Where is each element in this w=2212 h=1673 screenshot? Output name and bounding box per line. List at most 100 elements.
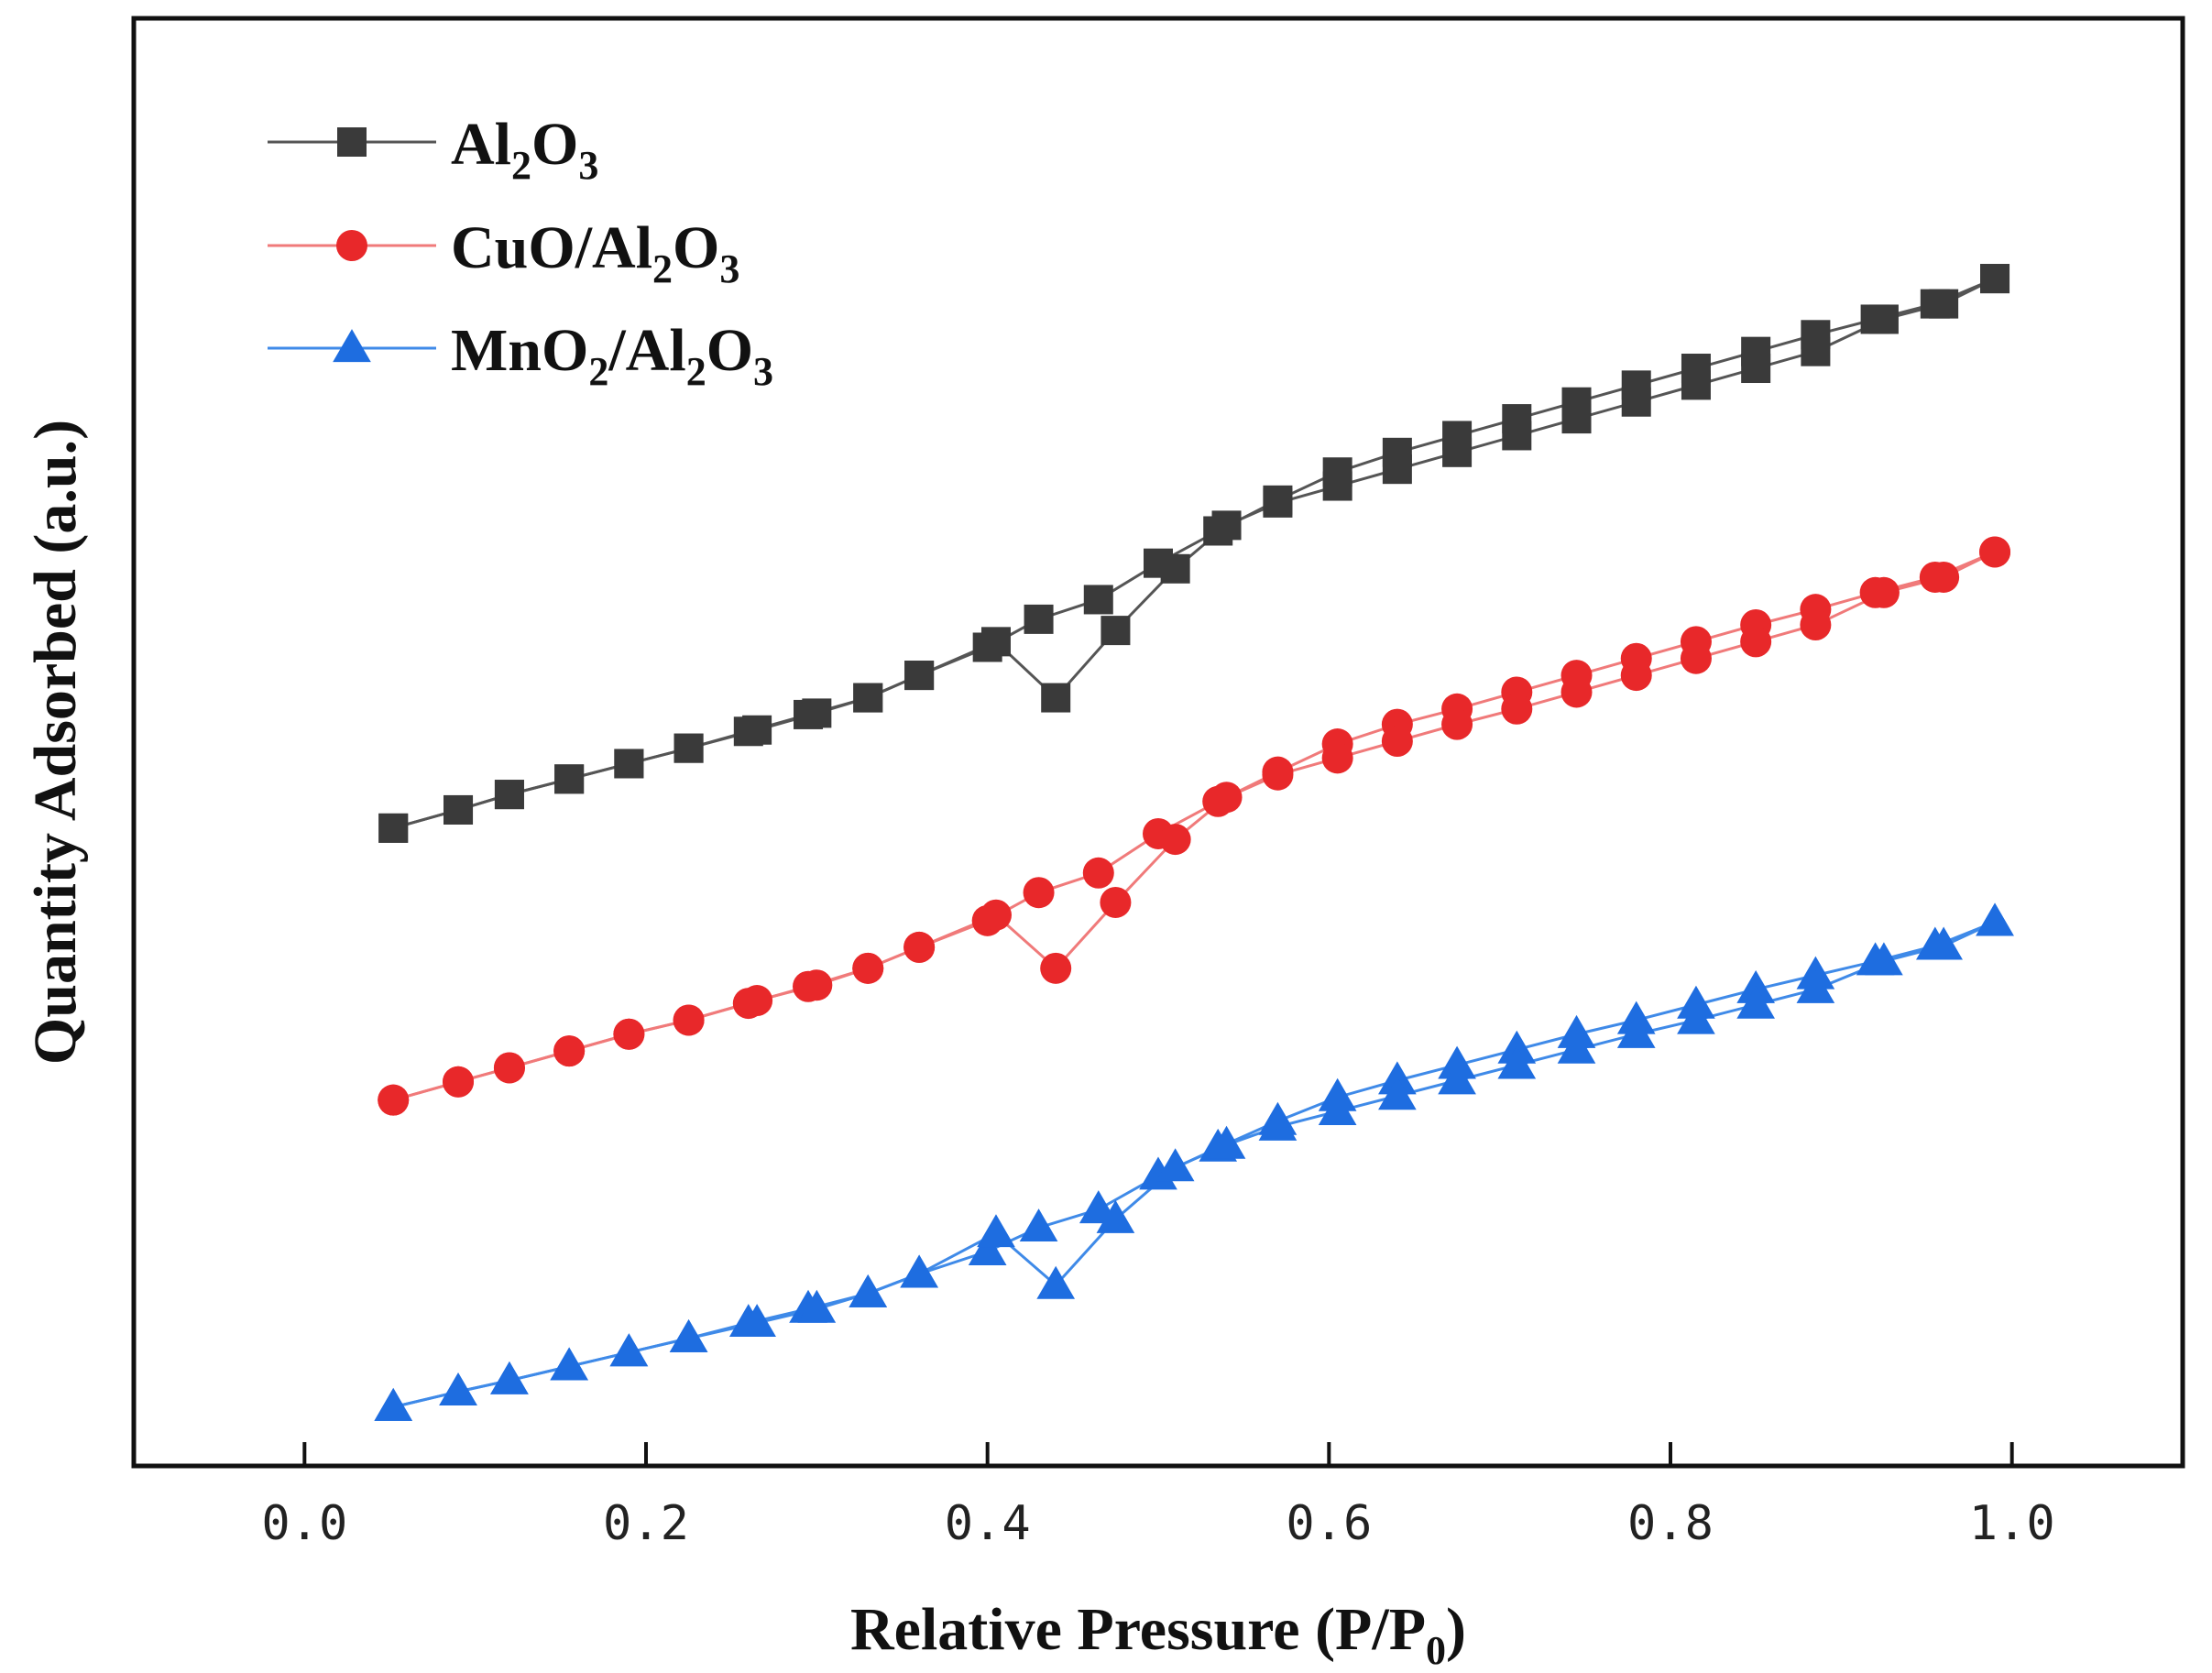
data-point-adsorption <box>1139 1156 1177 1190</box>
data-point-desorption <box>1210 782 1243 814</box>
legend-label: CuO/Al2O3 <box>451 214 739 291</box>
data-point-desorption <box>1159 824 1191 856</box>
data-point-desorption <box>852 952 884 984</box>
plot-frame <box>131 16 2185 1469</box>
data-point-desorption <box>1262 759 1294 791</box>
legend: Al2O3 CuO/Al2O3 MnO2/Al2O3 <box>268 111 773 394</box>
data-point-desorption <box>1979 536 2011 568</box>
data-point-desorption <box>614 749 644 779</box>
data-point-desorption <box>980 899 1012 931</box>
data-point-desorption <box>1928 561 1960 593</box>
data-point-desorption <box>378 813 409 843</box>
data-point-desorption <box>1620 660 1652 692</box>
x-tick-label: 0.6 <box>1286 1496 1372 1551</box>
data-point-desorption <box>1207 1125 1246 1159</box>
series-layer <box>374 264 2014 1421</box>
series-line-desorption <box>392 920 1996 1409</box>
data-point-desorption <box>1800 609 1832 640</box>
data-point-desorption <box>742 715 772 745</box>
data-point-adsorption <box>1019 1208 1058 1242</box>
x-axis-ticks: 0.0 0.2 0.4 0.6 0.8 1.0 <box>261 1442 2055 1551</box>
data-point-desorption <box>1442 437 1473 467</box>
x-tick-label: 0.8 <box>1627 1496 1714 1551</box>
data-point-desorption <box>553 1035 586 1067</box>
data-point-desorption <box>494 780 524 810</box>
data-point-desorption <box>980 627 1011 657</box>
data-point-desorption <box>1924 926 1963 960</box>
legend-marker <box>333 329 371 363</box>
data-point-desorption <box>1155 1148 1195 1182</box>
data-point-desorption <box>374 1387 413 1421</box>
legend-label: Al2O3 <box>451 111 598 188</box>
data-point-adsorption <box>1083 585 1113 615</box>
data-point-desorption <box>1211 510 1242 541</box>
data-point-desorption <box>1560 676 1593 708</box>
data-point-adsorption <box>1023 877 1055 909</box>
data-point-desorption <box>904 661 935 691</box>
data-point-desorption <box>1929 289 1959 319</box>
legend-marker <box>337 127 367 157</box>
data-point-desorption <box>669 1318 708 1352</box>
data-point-desorption <box>1868 304 1899 334</box>
x-tick-label: 0.4 <box>945 1496 1031 1551</box>
data-point-desorption <box>673 733 704 763</box>
data-point-desorption <box>1865 942 1903 976</box>
data-point-desorption <box>1263 487 1293 518</box>
data-point-adsorption <box>1024 604 1054 634</box>
data-point-desorption <box>1502 421 1532 451</box>
legend-marker <box>336 230 367 261</box>
data-point-desorption <box>1867 576 1900 608</box>
data-point-desorption <box>1036 1265 1076 1299</box>
data-point-adsorption <box>968 1232 1007 1266</box>
data-point-desorption <box>1381 725 1413 757</box>
data-point-desorption <box>1801 336 1831 366</box>
data-point-desorption <box>1040 952 1072 984</box>
data-point-desorption <box>977 1214 1015 1248</box>
series-line-desorption <box>392 551 1996 1102</box>
data-point-desorption <box>439 1372 477 1406</box>
data-point-desorption <box>443 1066 475 1098</box>
data-point-desorption <box>1616 1014 1656 1048</box>
data-point-desorption <box>1382 454 1412 485</box>
data-point-desorption <box>673 1004 705 1036</box>
data-point-desorption <box>609 1333 649 1367</box>
data-point-desorption <box>1621 387 1651 417</box>
data-point-desorption <box>802 698 832 728</box>
data-point-desorption <box>1497 1045 1537 1079</box>
data-point-desorption <box>741 985 773 1017</box>
data-point-desorption <box>1980 264 2010 294</box>
data-point-desorption <box>490 1361 529 1394</box>
data-point-desorption <box>1736 985 1775 1019</box>
data-point-desorption <box>853 683 883 713</box>
data-point-desorption <box>801 969 833 1001</box>
data-point-desorption <box>378 1084 410 1116</box>
data-point-desorption <box>1322 471 1352 501</box>
data-point-desorption <box>613 1018 645 1050</box>
data-point-desorption <box>849 1274 888 1307</box>
data-point-desorption <box>900 1254 938 1288</box>
series-0 <box>378 264 2010 843</box>
data-point-desorption <box>554 764 585 794</box>
data-point-desorption <box>1041 683 1071 713</box>
data-point-desorption <box>1100 886 1132 918</box>
data-point-desorption <box>493 1052 525 1084</box>
data-point-desorption <box>1741 354 1771 384</box>
y-axis-title: Quantity Adsorbed (a.u.) <box>22 420 89 1065</box>
data-point-desorption <box>1680 642 1712 674</box>
x-tick-label: 1.0 <box>1969 1496 2055 1551</box>
data-point-desorption <box>1681 370 1711 400</box>
data-point-desorption <box>1740 626 1772 658</box>
data-point-desorption <box>1321 742 1353 774</box>
data-point-desorption <box>550 1347 588 1381</box>
x-tick-label: 0.0 <box>261 1496 347 1551</box>
series-line-desorption <box>392 277 1996 830</box>
series-1 <box>378 536 2011 1116</box>
data-point-desorption <box>1096 1199 1135 1233</box>
data-point-desorption <box>1557 1030 1596 1064</box>
data-point-desorption <box>1318 1092 1357 1126</box>
data-point-desorption <box>443 794 474 825</box>
data-point-adsorption <box>1082 857 1114 889</box>
data-point-desorption <box>1501 693 1533 725</box>
